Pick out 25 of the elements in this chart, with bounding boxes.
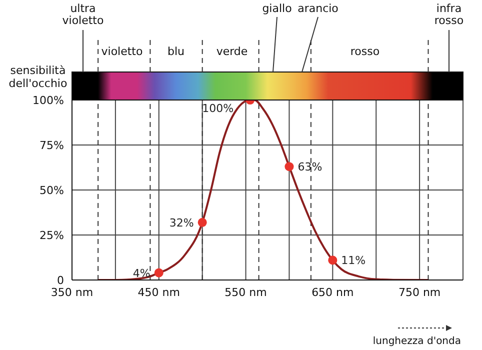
x-tick-label: 550 nm (224, 286, 267, 299)
x-tick-label: 450 nm (138, 286, 180, 299)
x-tick-label: 750 nm (398, 286, 441, 299)
text: rosso (350, 45, 380, 58)
x-tick-label: 350 nm (50, 286, 94, 299)
text: infra rosso (434, 2, 464, 27)
y-axis-title: sensibilità dell'occhio (8, 64, 68, 90)
y-tick-label: 0 (57, 274, 64, 287)
y-tick-label: 75% (40, 138, 64, 152)
y-tick-label: 25% (40, 228, 64, 242)
text: verde (216, 45, 248, 58)
x-tick-label: 650 nm (312, 286, 354, 299)
text: ultra violetto (62, 2, 104, 27)
data-label: 100% (202, 102, 234, 115)
text: giallo (262, 2, 292, 15)
text: blu (167, 45, 185, 58)
data-label: 63% (298, 160, 322, 174)
y-tick-label: 100% (32, 94, 64, 107)
data-label: 11% (341, 254, 366, 268)
data-label: 32% (169, 216, 194, 230)
text: arancio (298, 2, 339, 15)
data-label: 4% (132, 266, 150, 280)
y-tick-label: 50% (40, 184, 64, 197)
text: violetto (101, 45, 144, 58)
x-axis-title: lunghezza d'onda (372, 336, 461, 347)
